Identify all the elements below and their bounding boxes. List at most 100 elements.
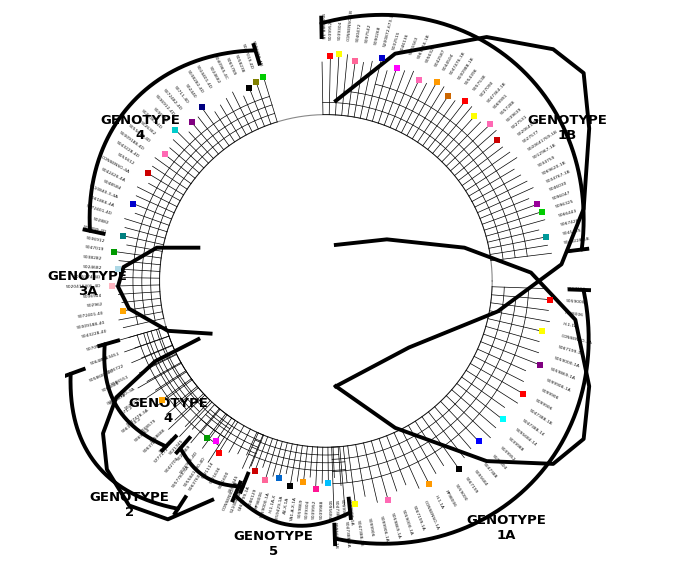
- Text: 5059869: 5059869: [297, 498, 303, 518]
- Text: 5043228-40: 5043228-40: [81, 329, 108, 339]
- Text: 5035563: 5035563: [408, 36, 419, 56]
- Text: 5042700: 5042700: [164, 456, 180, 474]
- Text: 5072482-4D: 5072482-4D: [162, 88, 182, 111]
- Text: 5064866: 5064866: [90, 356, 110, 366]
- Text: 5020418305-4D: 5020418305-4D: [66, 284, 101, 289]
- Text: GENOTYPE
4: GENOTYPE 4: [100, 115, 180, 143]
- Text: 5059869-1A: 5059869-1A: [390, 513, 401, 540]
- Text: 5069620-1B: 5069620-1B: [541, 160, 566, 175]
- Text: 5036912: 5036912: [152, 107, 169, 123]
- Text: 5036722: 5036722: [105, 364, 125, 375]
- Text: 50309188-40: 50309188-40: [76, 320, 105, 330]
- Text: 5039304: 5039304: [490, 454, 507, 471]
- Text: 5095684-14: 5095684-14: [514, 428, 538, 447]
- Text: 5061866-4A: 5061866-4A: [88, 195, 115, 208]
- Text: 5059000-1A: 5059000-1A: [260, 492, 271, 519]
- Text: 5020641-1B: 5020641-1B: [517, 117, 540, 137]
- Text: 5047364-1B: 5047364-1B: [486, 81, 507, 103]
- Text: 5099906: 5099906: [540, 388, 559, 401]
- Text: CONSENSO-1B: CONSENSO-1B: [347, 9, 354, 41]
- Text: 5032515: 5032515: [391, 30, 401, 50]
- Text: 5038282: 5038282: [83, 255, 103, 261]
- Text: 5024401-4D: 5024401-4D: [195, 64, 212, 89]
- Text: 5069960: 5069960: [134, 427, 151, 442]
- Text: 5047019-4D: 5047019-4D: [240, 43, 253, 70]
- Text: 5039952: 5039952: [329, 20, 333, 40]
- Text: 5067199-1A: 5067199-1A: [412, 505, 425, 531]
- Text: 5047388-1B: 5047388-1B: [528, 409, 553, 427]
- Text: 5095684-1B: 5095684-1B: [332, 522, 337, 549]
- Text: 5067426: 5067426: [560, 219, 580, 226]
- Text: 5057538: 5057538: [472, 74, 487, 92]
- Text: 5055612: 5055612: [116, 153, 135, 166]
- Text: CONSENSO-1A: CONSENSO-1A: [560, 334, 593, 345]
- Text: PP98006: PP98006: [564, 311, 584, 317]
- Text: 5065574-4D: 5065574-4D: [74, 275, 101, 279]
- Text: 5036912-4D: 5036912-4D: [154, 94, 175, 117]
- Text: CONSENSO-5A: CONSENSO-5A: [222, 480, 238, 511]
- Text: 5063760: 5063760: [143, 437, 160, 454]
- Text: 5099906: 5099906: [340, 499, 345, 519]
- Text: 5086551: 5086551: [110, 375, 130, 387]
- Text: 5063760: 5063760: [188, 473, 202, 491]
- Text: 5086129: 5086129: [247, 488, 258, 507]
- Text: GENOTYPE
4: GENOTYPE 4: [128, 397, 208, 425]
- Text: 5110840-3-4A: 5110840-3-4A: [88, 184, 119, 199]
- Text: 5047388: 5047388: [482, 462, 498, 479]
- Text: 5027577: 5027577: [522, 130, 540, 144]
- Text: 5021636: 5021636: [210, 466, 223, 484]
- Text: 5059000: 5059000: [566, 299, 586, 305]
- Text: 5039988: 5039988: [319, 500, 324, 519]
- Text: 5020369: 5020369: [176, 445, 192, 462]
- Text: 5110840-3-1A: 5110840-3-1A: [229, 483, 245, 513]
- Text: 5099906-1A: 5099906-1A: [347, 498, 353, 525]
- Text: 503399-4D: 503399-4D: [83, 225, 107, 234]
- Text: 0462799-1A: 0462799-1A: [238, 486, 251, 512]
- Text: 50711-4D: 50711-4D: [173, 85, 190, 105]
- Text: 5067199: 5067199: [566, 287, 586, 292]
- Text: 5043228-4D: 5043228-4D: [115, 140, 140, 158]
- Text: 5066443: 5066443: [558, 209, 577, 218]
- Text: 5034767-1B: 5034767-1B: [545, 169, 571, 184]
- Text: 5065789: 5065789: [225, 57, 236, 76]
- Text: 5026362-4D: 5026362-4D: [140, 108, 162, 130]
- Text: 502440: 502440: [184, 84, 197, 99]
- Text: 5039988: 5039988: [507, 437, 524, 453]
- Text: 5055841780-4D: 5055841780-4D: [183, 456, 207, 487]
- Text: GENOTYPE
5: GENOTYPE 5: [234, 531, 313, 558]
- Text: 5063451: 5063451: [100, 352, 120, 362]
- Text: 5021345: 5021345: [227, 474, 239, 494]
- Text: PP98006: PP98006: [444, 490, 457, 508]
- Text: 5026362: 5026362: [139, 121, 156, 137]
- Text: 502962: 502962: [86, 302, 103, 308]
- Text: 7071-2: 7071-2: [119, 405, 134, 416]
- Text: 5057783-5A: 5057783-5A: [172, 465, 191, 489]
- Text: 5034759: 5034759: [537, 155, 556, 167]
- Text: 5020369: 5020369: [237, 478, 248, 497]
- Text: 5041878: 5041878: [108, 393, 127, 406]
- Text: 5039952: 5039952: [312, 500, 317, 519]
- Text: 502882: 502882: [92, 217, 110, 225]
- Text: 5056320: 5056320: [425, 44, 437, 63]
- Text: 5059000: 5059000: [453, 483, 468, 502]
- Text: 5067199-1A: 5067199-1A: [558, 345, 584, 356]
- Text: 5047388-14: 5047388-14: [521, 419, 545, 437]
- Text: 5099906: 5099906: [534, 399, 553, 412]
- Text: H-1-1A: H-1-1A: [434, 495, 444, 510]
- Text: 5072401-4D: 5072401-4D: [85, 205, 112, 216]
- Text: 5067199: 5067199: [464, 477, 478, 495]
- Text: 5027531: 5027531: [511, 114, 529, 130]
- Text: H-1-1A: H-1-1A: [563, 322, 578, 329]
- Text: 5070217: 5070217: [124, 397, 142, 411]
- Text: 5024682: 5024682: [208, 66, 220, 85]
- Text: 5047019: 5047019: [84, 246, 103, 252]
- Text: 5096325: 5096325: [555, 200, 575, 209]
- Text: 5057611: 5057611: [96, 339, 116, 348]
- Text: 5021345: 5021345: [169, 438, 184, 455]
- Text: 5099906-1A: 5099906-1A: [545, 378, 571, 392]
- Text: CONSENSO-3A: CONSENSO-3A: [106, 387, 136, 406]
- Text: 5038282-4D: 5038282-4D: [186, 70, 204, 94]
- Text: 5012967-1B: 5012967-1B: [532, 143, 558, 160]
- Text: 5027090: 5027090: [479, 80, 495, 97]
- Text: 5045327: 5045327: [159, 437, 175, 454]
